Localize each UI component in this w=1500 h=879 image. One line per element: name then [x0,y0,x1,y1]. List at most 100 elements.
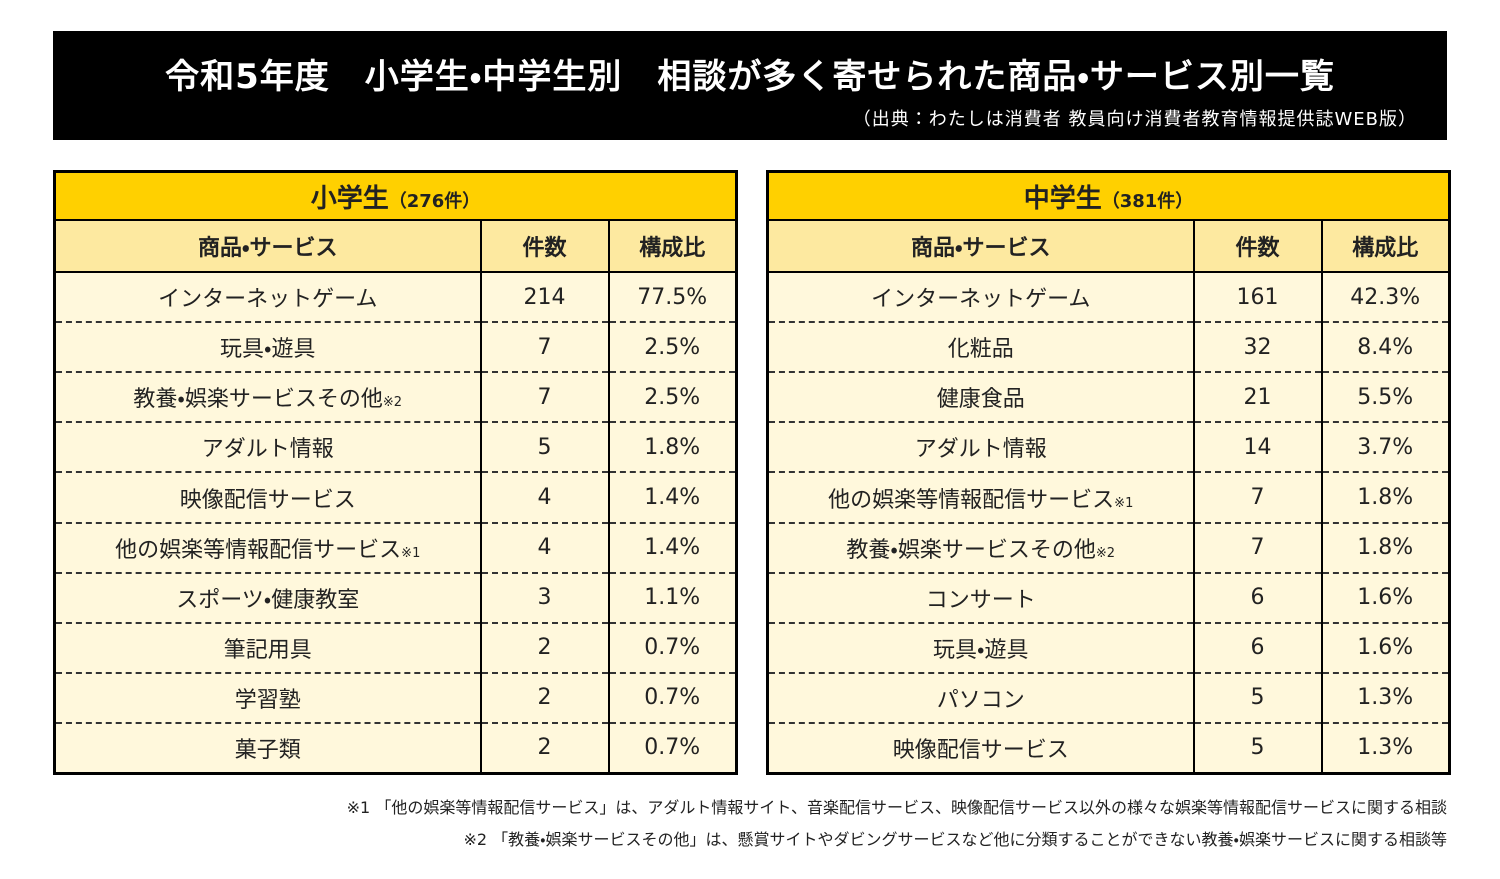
item-cell: 教養・娯楽サービスその他※2 [54,372,481,424]
item-cell: 他の娯楽等情報配信サービス※1 [767,472,1194,524]
column-header-row: 商品・サービス 件数 構成比 [54,220,737,274]
title-bar: 令和5年度 小学生・中学生別 相談が多く寄せられた商品・サービス別一覧 （出典：… [53,31,1447,140]
ratio: 1.8% [607,422,737,474]
column-header: 商品・サービス [767,220,1194,274]
count: 14 [1192,422,1322,474]
item: 健康食品 [936,387,1025,413]
item: 教養・娯楽サービスその他 [846,537,1096,563]
count: 5 [1192,672,1322,724]
note: ※2 [1095,545,1116,561]
count: 7 [479,372,609,424]
data-row: 他の娯楽等情報配信サービス※1 4 1.4% [54,522,737,574]
column-header: 件数 [479,220,609,274]
ratio: 2.5% [607,372,737,424]
data-row: 菓子類 2 0.7% [54,722,737,774]
count: 21 [1192,372,1322,424]
item-cell: 筆記用具 [54,622,481,674]
item-cell: アダルト情報 [54,422,481,474]
item: 他の娯楽等情報配信サービス [828,487,1115,513]
item-cell: 菓子類 [54,722,481,774]
ratio: 1.6% [1320,622,1450,674]
item-cell: インターネットゲーム [767,272,1194,324]
item: 玩具・遊具 [933,637,1029,663]
column-header: 構成比 [607,220,737,274]
column-header: 件数 [1192,220,1322,274]
data-row: パソコン 5 1.3% [767,672,1450,724]
item: インターネットゲーム [158,287,378,313]
count: 7 [1192,522,1322,574]
item-cell: 健康食品 [767,372,1194,424]
count: 214 [479,272,609,324]
data-row: 映像配信サービス 5 1.3% [767,722,1450,774]
item: 映像配信サービス [892,737,1069,763]
count: 4 [479,522,609,574]
ratio: 1.3% [1320,722,1450,774]
column-header: 商品・サービス [54,220,481,274]
count: 5 [1192,722,1322,774]
item: 教養・娯楽サービスその他 [133,387,383,413]
ratio: 8.4% [1320,322,1450,374]
data-row: 教養・娯楽サービスその他※2 7 1.8% [767,522,1450,574]
data-row: アダルト情報 5 1.8% [54,422,737,474]
note: ※2 [382,395,403,411]
data-table: 小学生（276件） 商品・サービス 件数 構成比 インターネットゲーム 214 77.5% 玩… [53,170,738,775]
header-cell: 小学生（276件） [54,171,737,222]
data-row: コンサート 6 1.6% [767,572,1450,624]
item-cell: 化粧品 [767,322,1194,374]
data-row: 化粧品 32 8.4% [767,322,1450,374]
count: 2 [479,622,609,674]
data-row: 玩具・遊具 7 2.5% [54,322,737,374]
item: アダルト情報 [914,437,1047,463]
data-row: 健康食品 21 5.5% [767,372,1450,424]
ratio: 2.5% [607,322,737,374]
data-row: スポーツ・健康教室 3 1.1% [54,572,737,624]
item: 筆記用具 [223,637,312,663]
ratio: 5.5% [1320,372,1450,424]
item: 化粧品 [947,337,1014,363]
ratio: 42.3% [1320,272,1450,324]
item-cell: コンサート [767,572,1194,624]
item-cell: 玩具・遊具 [767,622,1194,674]
item: インターネットゲーム [871,287,1091,313]
ratio: 1.8% [1320,472,1450,524]
count: 7 [479,322,609,374]
item-cell: インターネットゲーム [54,272,481,324]
ratio: 77.5% [607,272,737,324]
title: 令和5年度 小学生・中学生別 相談が多く寄せられた商品・サービス別一覧 [165,57,1335,97]
note: ※1 [1114,495,1134,511]
ratio: 1.6% [1320,572,1450,624]
count: 3 [479,572,609,624]
data-table: 中学生（381件） 商品・サービス 件数 構成比 インターネットゲーム 161 42.3% 化… [766,170,1451,775]
ratio: 1.4% [607,522,737,574]
ratio: 1.4% [607,472,737,524]
item-cell: 映像配信サービス [767,722,1194,774]
data-row: 他の娯楽等情報配信サービス※1 7 1.8% [767,472,1450,524]
item-cell: パソコン [767,672,1194,724]
item: コンサート [925,587,1036,613]
ratio: 3.7% [1320,422,1450,474]
table-title: 小学生 [310,183,389,214]
ratio: 0.7% [607,672,737,724]
count: 161 [1192,272,1322,324]
table-title: 中学生 [1023,183,1102,214]
footnote: ※1 「他の娯楽等情報配信サービス」は、アダルト情報サイト、音楽配信サービス、映… [346,798,1447,817]
item-cell: 教養・娯楽サービスその他※2 [767,522,1194,574]
item: 映像配信サービス [179,487,356,513]
source: （出典：わたしは消費者 教員向け消費者教育情報提供誌WEB版） [852,109,1417,130]
data-row: インターネットゲーム 214 77.5% [54,272,737,324]
table-header: 中学生（381件） [767,171,1450,222]
table-count: （276件） [388,190,481,212]
item-cell: 映像配信サービス [54,472,481,524]
ratio: 1.3% [1320,672,1450,724]
item-cell: 学習塾 [54,672,481,724]
ratio: 0.7% [607,722,737,774]
count: 4 [479,472,609,524]
item: 玩具・遊具 [220,337,316,363]
item: アダルト情報 [201,437,334,463]
count: 2 [479,722,609,774]
count: 32 [1192,322,1322,374]
data-row: インターネットゲーム 161 42.3% [767,272,1450,324]
item: パソコン [936,687,1025,713]
item: 他の娯楽等情報配信サービス [115,537,402,563]
